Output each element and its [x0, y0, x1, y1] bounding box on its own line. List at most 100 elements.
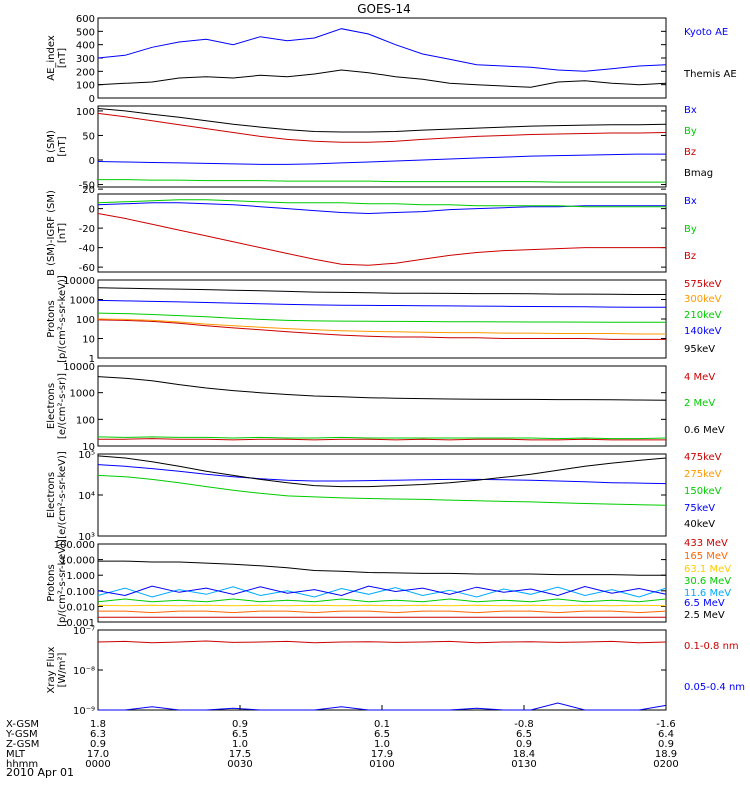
panel-2: -50 0 50 100 B (SM) [nT] Bx By Bz Bmag [46, 105, 713, 192]
panel-7: 0.001 0.010 0.100 1.000 10.000 100.000 Protons… [46, 538, 731, 629]
x-row-value: 0.9 [90, 739, 106, 750]
y-tick-label: 0 [89, 94, 95, 105]
x-row-value: 0130 [511, 759, 536, 770]
series-line [97, 604, 667, 607]
series-line [98, 179, 666, 183]
y-tick-label: 10⁻⁷ [73, 626, 95, 637]
y-tick-label: 100.000 [54, 540, 95, 551]
x-row-value: -0.8 [514, 719, 534, 730]
y-tick-label: -50 [79, 181, 95, 192]
series-line [97, 640, 667, 644]
series-line [97, 69, 667, 88]
y-tick-label: 600 [76, 14, 95, 25]
series-line [97, 319, 666, 340]
legend-entry: Bmag [684, 168, 713, 179]
series-line [97, 598, 667, 603]
x-row-value: 1.0 [232, 739, 248, 750]
y-tick-label: -40 [79, 244, 95, 255]
legend-entry: 63.1 MeV [684, 564, 731, 575]
legend-entry: 165 MeV [684, 551, 728, 562]
legend-entry: 0.1-0.8 nm [684, 641, 739, 652]
series-line [98, 438, 666, 441]
y-tick-label: 10⁻⁹ [73, 706, 95, 717]
x-row-value: 0.1 [374, 719, 390, 730]
legend-entry: 475keV [684, 452, 722, 463]
series-line [97, 108, 667, 133]
x-axis-table: X-GSM 1.8 0.9 0.1 -0.8 -1.6 Y-GSM 6.3 6.5 6.5 6.5 6… [5, 705, 679, 770]
series-line [97, 299, 666, 308]
y-axis-label: B (SM) [46, 130, 57, 163]
legend-entry: 300keV [684, 294, 722, 305]
panel-4: 1 10 100 1000 10000 Protons [p/(cm²-s-sr-keV)]… [46, 275, 722, 365]
series-line [97, 112, 667, 143]
y-tick-label: 0 [89, 205, 95, 216]
y-tick-label: 400 [76, 41, 95, 52]
date-label: 2010 Apr 01 [6, 766, 74, 779]
series-line [97, 474, 667, 506]
y-axis-label: [e/(cm²-s-sr)] [57, 373, 68, 439]
legend-entry: Kyoto AE [684, 27, 728, 38]
x-row-value: 17.5 [229, 749, 251, 760]
y-tick-label: 100 [76, 81, 95, 92]
legend-entry: 150keV [684, 486, 722, 497]
series-line [97, 376, 667, 401]
y-tick-label: 100 [76, 315, 95, 326]
panel-3: -60 -40 -20 0 20 B (SM)-IGRF (SM) [nT] Bx By Bz [46, 185, 697, 276]
series-line [98, 560, 666, 576]
x-row-value: 17.9 [371, 749, 393, 760]
x-row-value: 6.4 [658, 729, 674, 740]
chart-title: GOES-14 [357, 2, 411, 16]
legend-entry: By [684, 224, 697, 235]
x-row-value: 0.9 [658, 739, 674, 750]
x-row-value: 18.9 [655, 749, 677, 760]
y-tick-label: 10³ [78, 532, 95, 543]
x-row-value: 6.3 [90, 729, 106, 740]
legend-entry: 40keV [684, 519, 715, 530]
panel-1: 0 100 200 300 400 500 600 AE_index [nT] Kyoto AE T… [46, 14, 737, 105]
y-tick-label: 0 [89, 156, 95, 167]
panel-frame [97, 453, 667, 537]
x-row-label: MLT [6, 749, 26, 760]
x-row-value: 6.5 [232, 729, 248, 740]
y-tick-label: 10000 [63, 362, 95, 373]
series-line [98, 610, 667, 614]
legend-entry: 2 MeV [684, 398, 715, 409]
series-line [97, 436, 667, 440]
x-row-label: hhmm [6, 759, 38, 770]
y-tick-label: 10000 [63, 276, 95, 287]
y-axis-label: AE_index [46, 35, 57, 81]
x-row-value: 18.4 [513, 749, 535, 760]
y-axis-label: [nT] [57, 136, 68, 156]
legend-entry: 4 MeV [684, 372, 715, 383]
x-row-value: 0200 [653, 759, 678, 770]
panel-6: 10³ 10⁴ 10⁵ Electrons [e/(cm²-s-sr-keV)] 475k… [46, 450, 722, 543]
y-axis-label: [e/(cm²-s-sr-keV)] [57, 451, 68, 539]
panel-frame [97, 365, 667, 447]
y-tick-label: 0.100 [66, 587, 95, 598]
y-tick-label: -60 [79, 263, 95, 274]
y-tick-label: 100 [76, 415, 95, 426]
panel-frame [97, 543, 667, 623]
y-axis-label: Xray Flux [46, 646, 57, 693]
x-row-value: 0100 [369, 759, 394, 770]
y-tick-label: 50 [82, 131, 95, 142]
panel-frame [97, 193, 667, 273]
y-tick-label: 10 [82, 442, 95, 453]
y-tick-label: 1000 [70, 389, 95, 400]
x-row-value: -1.6 [656, 719, 676, 730]
legend-entry: Bz [684, 147, 696, 158]
x-row-value: 0.9 [516, 739, 532, 750]
y-tick-label: 0.001 [66, 618, 95, 629]
x-row-value: 17.0 [87, 749, 109, 760]
y-tick-label: 10⁵ [78, 450, 95, 461]
y-axis-label: [p/(cm²-s-sr-keV)] [57, 275, 68, 363]
legend-entry: 2.5 MeV [684, 610, 725, 621]
y-tick-label: 0.010 [66, 602, 95, 613]
y-axis-label: [W/m²] [57, 652, 68, 687]
x-row-value: 6.5 [516, 729, 532, 740]
panel-8: 10⁻⁷ 10⁻⁸ 10⁻⁹ Xray Flux [W/m²] 0.1-0.8 nm 0.0… [46, 626, 745, 717]
x-row-value: 6.5 [374, 729, 390, 740]
x-row-value: 1.0 [374, 739, 390, 750]
